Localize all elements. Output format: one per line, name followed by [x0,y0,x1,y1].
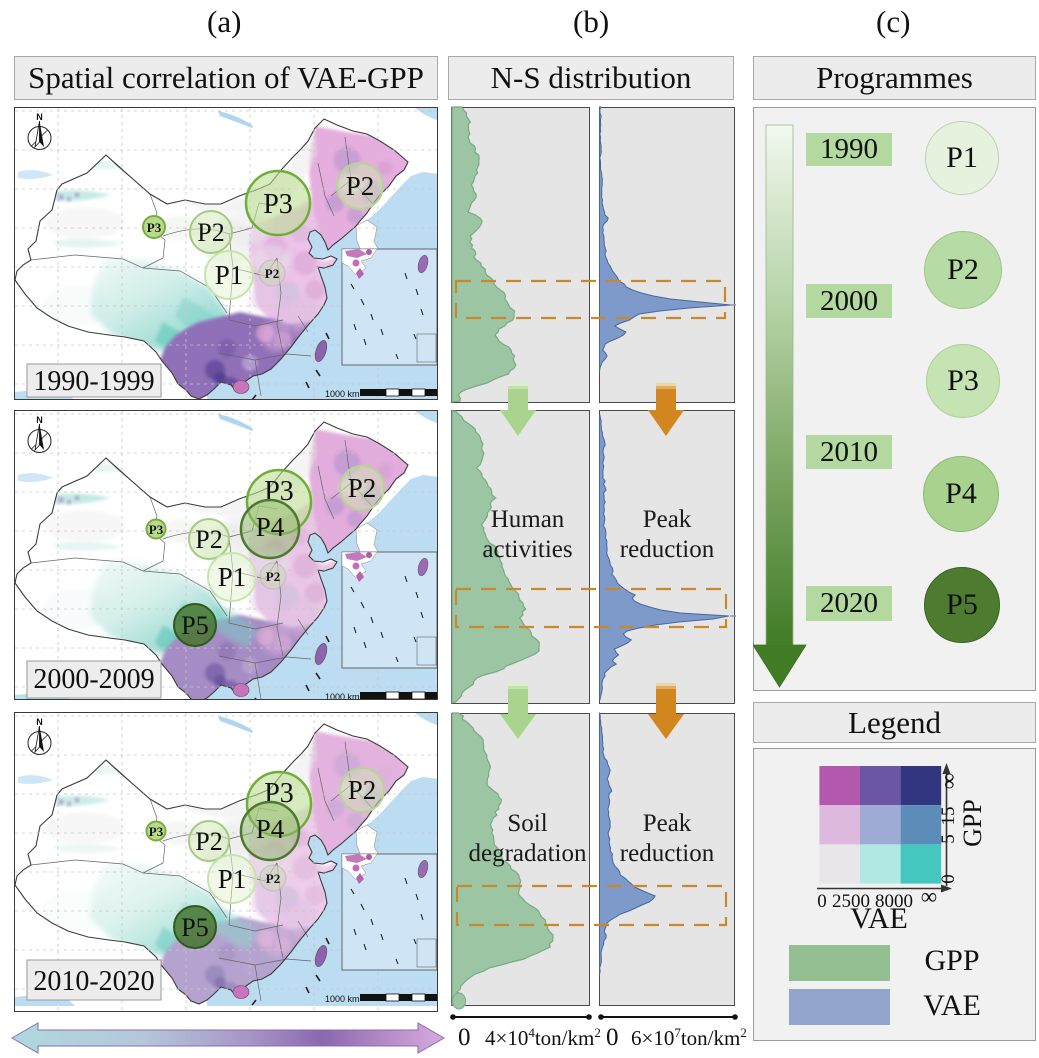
svg-text:1000 km: 1000 km [325,389,360,399]
svg-text:VAE: VAE [923,989,981,1022]
svg-text:1000 km: 1000 km [325,994,360,1004]
svg-text:N: N [36,112,43,122]
svg-text:P2: P2 [197,218,224,247]
svg-text:15: 15 [938,807,959,826]
svg-text:∞: ∞ [921,884,937,909]
svg-text:P2: P2 [195,525,222,554]
svg-text:5: 5 [938,834,959,844]
svg-text:P5: P5 [181,913,208,942]
svg-text:P4: P4 [256,512,285,542]
svg-text:P2: P2 [266,569,280,584]
svg-text:0: 0 [606,1024,619,1051]
svg-text:N: N [36,415,43,425]
svg-text:VAE: VAE [850,902,908,935]
svg-text:GPP: GPP [924,944,979,977]
svg-text:2000-2009: 2000-2009 [33,664,154,695]
svg-text:8000: 8000 [875,891,913,912]
svg-text:0: 0 [938,874,959,884]
svg-text:1990-1999: 1990-1999 [33,366,154,397]
svg-text:P2: P2 [265,266,279,281]
svg-text:N: N [36,717,43,727]
svg-text:2010-2020: 2010-2020 [33,966,154,997]
svg-text:P1: P1 [215,260,244,290]
svg-text:P2: P2 [266,871,280,886]
svg-text:4×104ton/km2: 4×104ton/km2 [485,1025,601,1050]
svg-text:P3: P3 [263,189,293,220]
svg-text:0: 0 [817,891,827,912]
svg-text:∞: ∞ [936,773,961,789]
svg-text:P5: P5 [181,611,208,640]
svg-text:P2: P2 [348,775,377,805]
svg-text:P1: P1 [218,562,247,592]
svg-text:1000 km: 1000 km [325,692,360,700]
svg-text:6×107ton/km2: 6×107ton/km2 [631,1025,747,1050]
svg-text:2500: 2500 [832,891,870,912]
svg-text:P2: P2 [346,171,375,201]
svg-text:P3: P3 [149,522,164,537]
svg-text:GPP: GPP [958,799,987,847]
svg-text:P1: P1 [218,864,247,894]
svg-text:P4: P4 [256,814,285,844]
svg-text:P3: P3 [147,220,162,235]
svg-text:P3: P3 [149,824,164,839]
svg-text:P2: P2 [348,473,377,503]
svg-text:P2: P2 [195,827,222,856]
svg-text:0: 0 [458,1024,471,1051]
